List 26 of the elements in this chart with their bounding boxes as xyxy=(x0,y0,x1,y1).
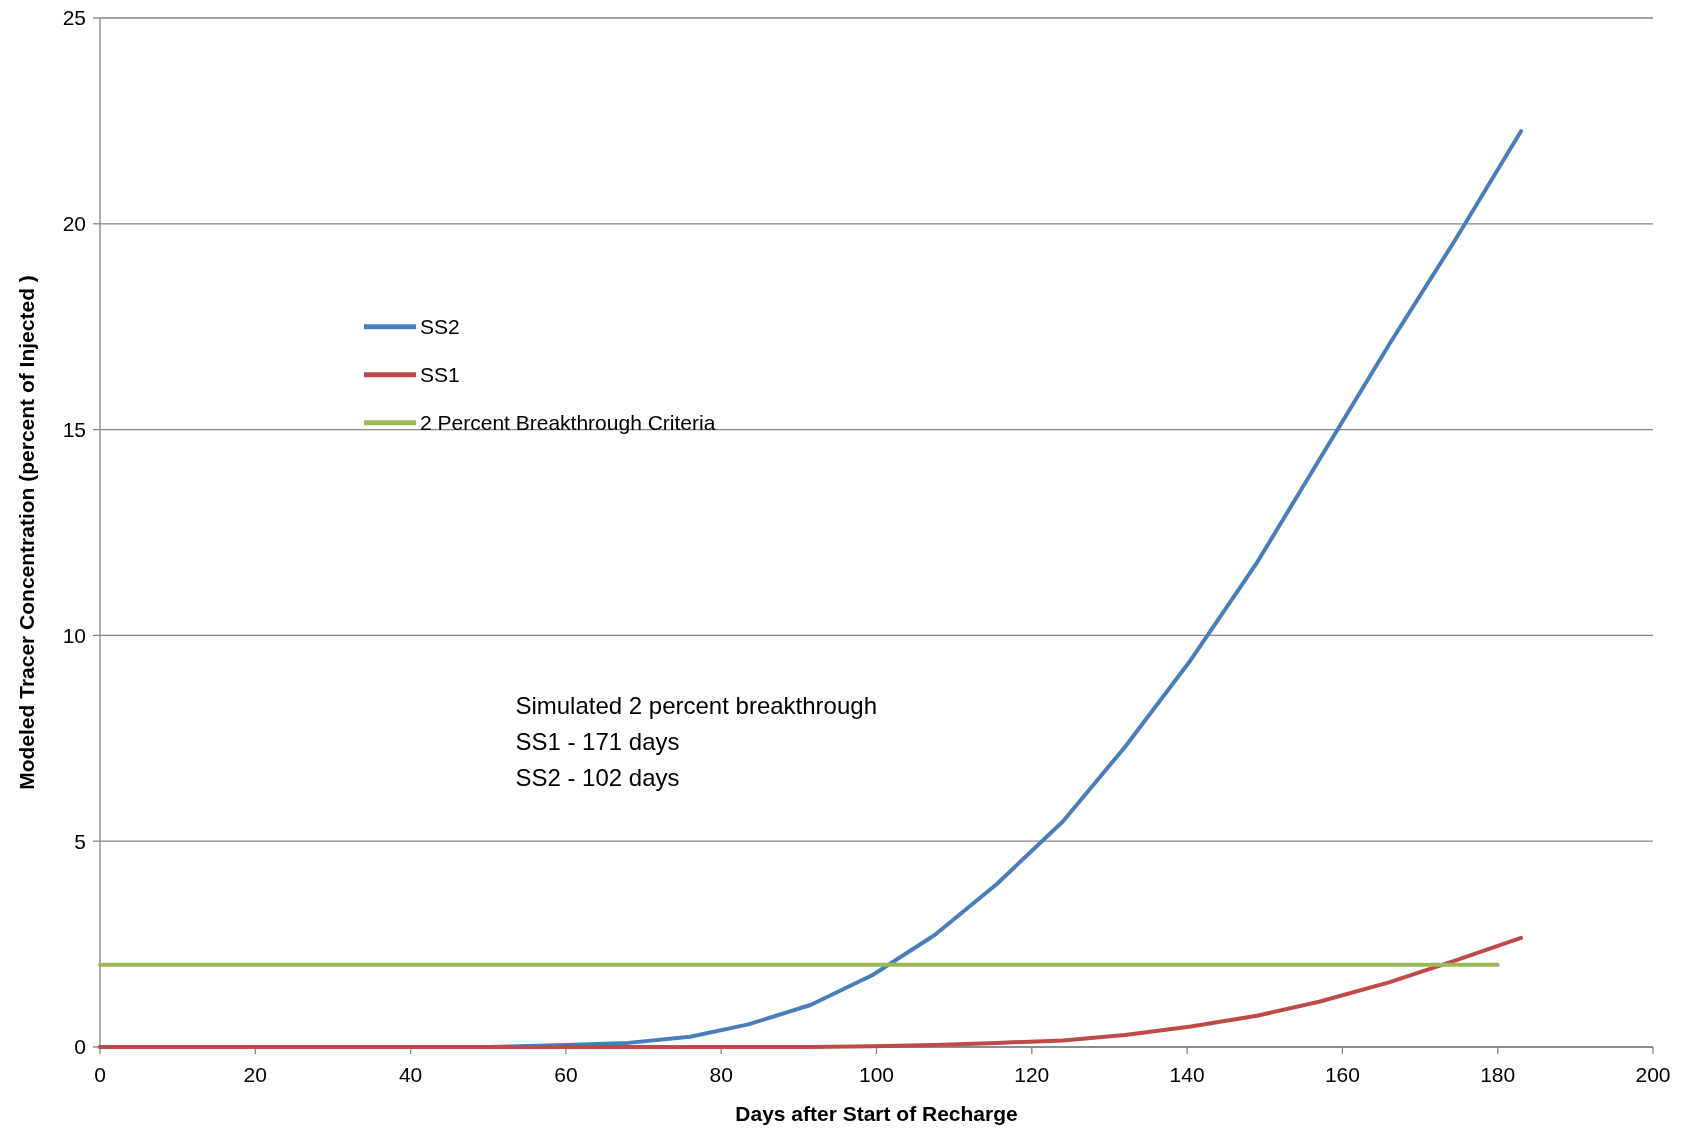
x-axis-title: Days after Start of Recharge xyxy=(735,1102,1018,1125)
annotation: SS1 - 171 days xyxy=(515,727,680,755)
x-tick-label: 20 xyxy=(243,1063,267,1086)
annotation: SS2 - 102 days xyxy=(515,763,680,791)
y-tick-label: 20 xyxy=(62,212,86,236)
x-tick-label: 100 xyxy=(858,1063,895,1086)
legend-label: SS1 xyxy=(420,363,460,387)
x-tick-label: 120 xyxy=(1014,1063,1050,1086)
legend-label: 2 Percent Breakthrough Criteria xyxy=(420,411,716,435)
y-tick-label: 15 xyxy=(62,417,86,441)
y-tick-label: 25 xyxy=(62,6,86,30)
x-tick-label: 140 xyxy=(1169,1063,1205,1086)
x-tick-label: 60 xyxy=(554,1063,578,1086)
y-axis-title: Modeled Tracer Concentration (percent of Injected ) xyxy=(15,275,38,790)
x-tick-label: 200 xyxy=(1635,1063,1671,1086)
y-tick-label: 10 xyxy=(62,623,86,647)
y-tick-label: 0 xyxy=(74,1035,86,1059)
line-series xyxy=(98,935,1523,1049)
annotation: Simulated 2 percent breakthrough xyxy=(515,691,877,719)
x-tick-label: 80 xyxy=(709,1063,733,1086)
x-tick-label: 160 xyxy=(1324,1063,1360,1086)
legend-label: SS2 xyxy=(420,315,460,339)
y-tick-label: 5 xyxy=(74,829,86,853)
x-tick-label: 40 xyxy=(398,1063,423,1086)
x-tick-label: 0 xyxy=(94,1063,106,1086)
x-tick-label: 180 xyxy=(1480,1063,1516,1086)
